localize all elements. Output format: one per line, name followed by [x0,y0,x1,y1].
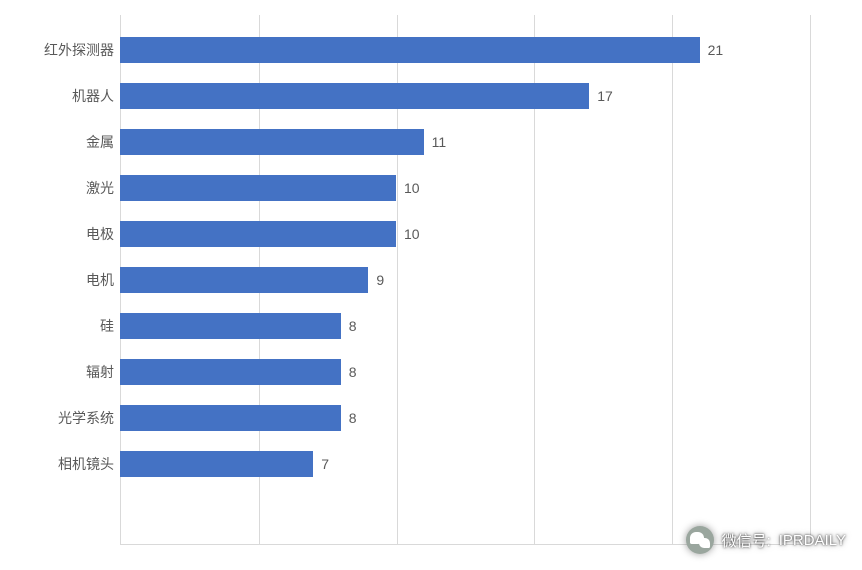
bar [120,313,341,339]
category-label: 电机 [30,273,114,287]
value-label: 9 [376,267,384,293]
value-label: 8 [349,313,357,339]
category-label: 相机镜头 [30,457,114,471]
category-label: 金属 [30,135,114,149]
bar [120,451,313,477]
wechat-icon [686,526,714,554]
value-label: 8 [349,405,357,431]
value-label: 8 [349,359,357,385]
watermark: 微信号: IPRDAILY [686,526,846,554]
category-label: 硅 [30,319,114,333]
bar [120,129,424,155]
gridline [672,15,673,544]
value-label: 17 [597,83,613,109]
watermark-id: IPRDAILY [779,532,846,549]
value-label: 10 [404,175,420,201]
bar [120,405,341,431]
category-label: 光学系统 [30,411,114,425]
value-label: 7 [321,451,329,477]
chart-area: 红外探测器 21 机器人 17 金属 11 激光 10 电极 10 电机 9 硅 8 辐射 8 光学系统 8 相机镜… [30,15,840,545]
value-label: 10 [404,221,420,247]
bar [120,83,589,109]
category-label: 红外探测器 [30,43,114,57]
category-label: 电极 [30,227,114,241]
category-label: 机器人 [30,89,114,103]
bar [120,175,396,201]
value-label: 11 [432,129,447,155]
category-label: 激光 [30,181,114,195]
bar [120,37,700,63]
value-label: 21 [708,37,724,63]
gridline [810,15,811,544]
bar [120,221,396,247]
watermark-prefix: 微信号: [722,530,771,551]
category-label: 辐射 [30,365,114,379]
bar [120,359,341,385]
bar [120,267,368,293]
